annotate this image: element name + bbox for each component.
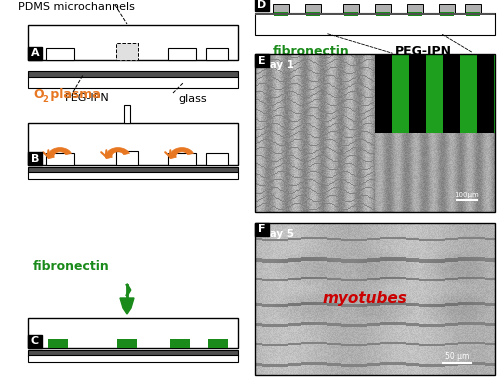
Bar — [117, 339, 137, 348]
Bar — [28, 25, 238, 60]
Polygon shape — [170, 147, 194, 158]
Bar — [255, 54, 495, 212]
Bar — [116, 43, 138, 60]
Polygon shape — [106, 147, 130, 158]
Bar — [439, 4, 455, 13]
Bar — [273, 4, 289, 13]
Bar — [28, 350, 238, 356]
Bar — [255, 13, 495, 35]
Bar — [255, 54, 269, 67]
Text: PDMS microchannels: PDMS microchannels — [18, 2, 135, 12]
Polygon shape — [120, 298, 134, 314]
Bar — [255, 223, 495, 375]
Bar — [28, 77, 238, 88]
Text: fibronectin: fibronectin — [33, 260, 110, 273]
Bar — [255, 0, 269, 11]
Bar — [48, 339, 68, 348]
Bar — [28, 123, 238, 165]
Text: D: D — [258, 0, 266, 10]
Bar — [376, 12, 390, 16]
Polygon shape — [48, 147, 72, 158]
Text: Day 1: Day 1 — [261, 60, 294, 70]
Bar — [375, 4, 391, 13]
Text: E: E — [258, 55, 266, 65]
Text: Day 5: Day 5 — [261, 229, 294, 239]
Text: 2: 2 — [42, 95, 48, 104]
Bar — [208, 339, 228, 348]
Text: A: A — [30, 49, 40, 59]
Text: F: F — [258, 225, 266, 234]
Bar — [28, 152, 42, 165]
Text: 50 μm: 50 μm — [445, 352, 469, 361]
Bar — [28, 167, 238, 173]
Bar — [465, 4, 481, 13]
Bar — [124, 105, 130, 123]
Bar — [28, 47, 42, 60]
Bar — [408, 12, 422, 16]
Bar — [116, 151, 138, 165]
Text: myotubes: myotubes — [322, 291, 408, 307]
Bar — [407, 4, 423, 13]
Text: B: B — [31, 154, 39, 163]
Bar — [46, 153, 74, 165]
Text: 100μm: 100μm — [454, 192, 479, 198]
Text: plasma: plasma — [46, 88, 101, 101]
Text: fibronectin: fibronectin — [273, 45, 350, 58]
Bar — [206, 153, 228, 165]
Bar — [274, 12, 288, 16]
Bar — [343, 4, 359, 13]
Bar — [28, 335, 42, 348]
Bar — [170, 339, 190, 348]
Text: glass: glass — [178, 94, 206, 104]
Bar — [28, 71, 238, 78]
Text: PEG-IPN: PEG-IPN — [65, 93, 110, 103]
Bar — [168, 153, 196, 165]
Bar — [168, 48, 196, 60]
Bar — [466, 12, 480, 16]
Bar — [255, 223, 269, 236]
Bar — [46, 48, 74, 60]
Bar — [28, 172, 238, 179]
Bar — [28, 355, 238, 362]
Text: C: C — [31, 337, 39, 347]
Bar — [306, 12, 320, 16]
Text: O: O — [33, 88, 43, 101]
Bar — [344, 12, 358, 16]
Bar — [440, 12, 454, 16]
Bar — [255, 13, 495, 15]
Bar — [28, 318, 238, 348]
Bar — [206, 48, 228, 60]
Text: PEG-IPN: PEG-IPN — [395, 45, 452, 58]
Bar — [305, 4, 321, 13]
